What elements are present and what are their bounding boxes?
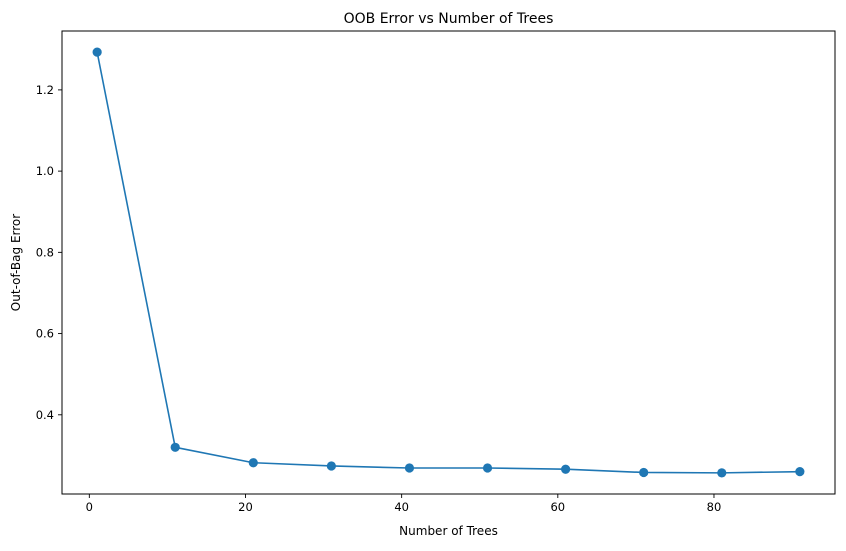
data-layer (92, 47, 805, 478)
y-tick-label: 1.2 (36, 83, 54, 97)
y-axis-ticks: 0.4 0.6 0.8 1.0 1.2 (36, 83, 62, 422)
series-line (96, 51, 800, 474)
x-tick-label: 40 (394, 500, 409, 514)
x-tick-label: 0 (86, 500, 93, 514)
x-axis-ticks: 0 20 40 60 80 (86, 494, 722, 514)
data-point (561, 464, 571, 474)
data-point (170, 442, 180, 452)
data-point (326, 461, 336, 471)
data-point (639, 467, 649, 478)
chart-title: OOB Error vs Number of Trees (344, 11, 554, 27)
data-point (404, 463, 415, 473)
x-axis-label: Number of Trees (399, 524, 498, 538)
y-tick-label: 0.8 (36, 245, 54, 259)
data-point (248, 458, 258, 468)
y-tick-label: 1.0 (36, 164, 54, 178)
x-tick-label: 80 (707, 500, 722, 514)
data-point (795, 467, 805, 477)
x-tick-label: 20 (238, 500, 253, 514)
data-point (92, 47, 102, 57)
plot-background (62, 31, 835, 494)
y-tick-label: 0.6 (36, 327, 54, 341)
plot-frame (61, 30, 836, 495)
y-tick-label: 0.4 (36, 408, 54, 422)
data-point (717, 468, 727, 478)
data-point (482, 463, 493, 473)
x-tick-label: 60 (550, 500, 565, 514)
y-axis-label: Out-of-Bag Error (9, 214, 23, 311)
